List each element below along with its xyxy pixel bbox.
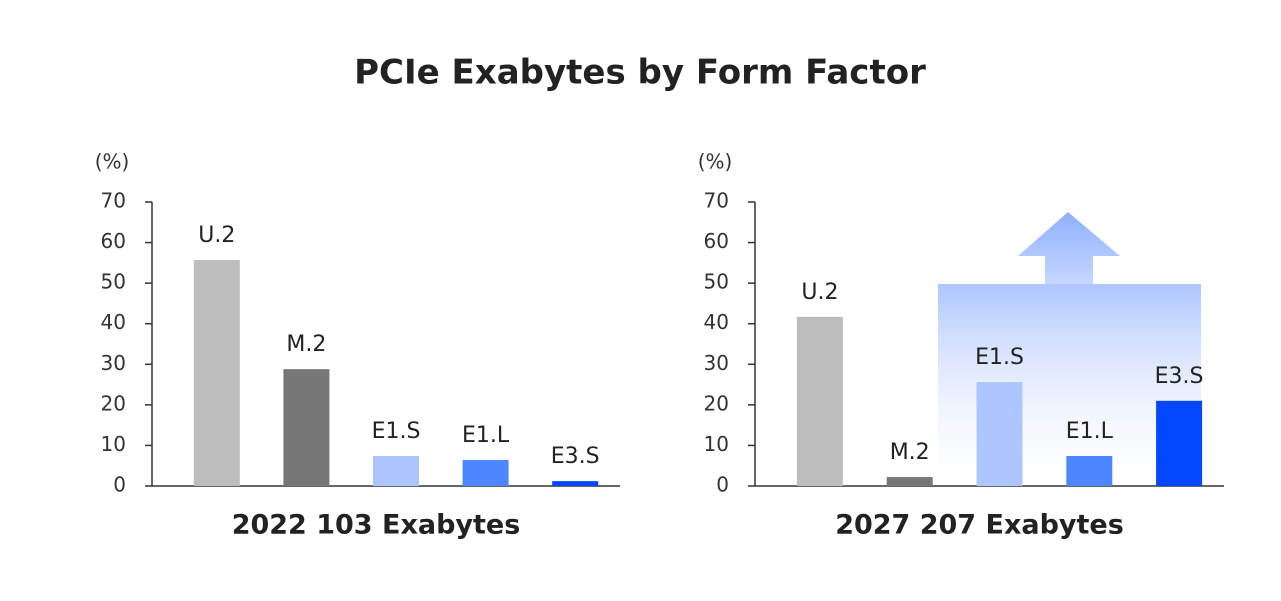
bar: [796, 316, 843, 486]
y-tick-label: 70: [704, 189, 729, 213]
bar-label: M.2: [890, 440, 930, 465]
bar: [462, 460, 509, 486]
bar-label: E3.S: [551, 444, 600, 469]
bar-label: E1.L: [1066, 419, 1114, 444]
y-tick-label: 30: [704, 351, 729, 375]
y-tick-label: 70: [101, 189, 126, 213]
y-tick-label: 20: [704, 391, 729, 415]
y-tick-label: 0: [716, 473, 729, 497]
bar: [552, 481, 599, 486]
y-tick-label: 20: [101, 391, 126, 415]
bar: [1066, 455, 1113, 486]
y-tick-label: 60: [704, 229, 729, 253]
bar-label: E1.S: [975, 345, 1024, 370]
bar: [193, 260, 240, 486]
bar: [373, 455, 419, 486]
y-tick-label: 10: [101, 432, 126, 456]
y-tick-label: 40: [101, 310, 126, 334]
bar: [886, 477, 933, 486]
bar-label: E3.S: [1155, 364, 1204, 389]
growth-arrow: [1018, 212, 1120, 284]
y-axis-label: (%): [698, 150, 733, 174]
bar: [976, 382, 1023, 486]
y-tick-label: 40: [704, 310, 729, 334]
chart-title: 2027 207 Exabytes: [835, 510, 1124, 541]
y-tick-label: 30: [101, 351, 126, 375]
y-tick-label: 0: [113, 473, 126, 497]
bar-label: E1.S: [372, 419, 421, 444]
y-tick-label: 50: [101, 270, 126, 294]
bar-label: U.2: [801, 280, 838, 305]
bar: [283, 369, 330, 486]
y-axis-label: (%): [95, 150, 130, 174]
bar-label: E1.L: [462, 423, 510, 448]
y-tick-label: 50: [704, 270, 729, 294]
y-tick-label: 60: [101, 229, 126, 253]
y-tick-label: 10: [704, 432, 729, 456]
chart-title: 2022 103 Exabytes: [232, 510, 521, 541]
bar-label: U.2: [198, 223, 235, 248]
page-title: PCIe Exabytes by Form Factor: [354, 53, 926, 93]
bar: [1156, 400, 1203, 486]
bar-label: M.2: [286, 332, 326, 357]
